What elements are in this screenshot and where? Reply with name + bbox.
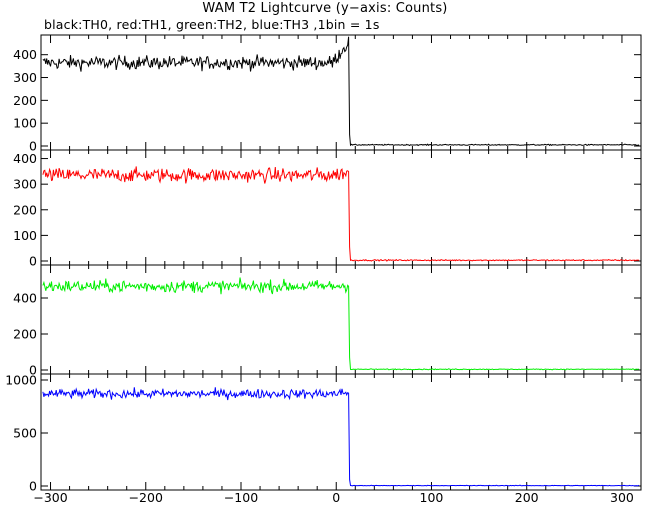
y-tick-label: 400 xyxy=(13,291,37,306)
y-tick-label: 0 xyxy=(29,363,37,378)
y-tick-label: 200 xyxy=(13,327,37,342)
y-tick-label: 1000 xyxy=(5,373,37,388)
x-tick-label: 300 xyxy=(610,490,634,505)
x-tick-label: 100 xyxy=(420,490,444,505)
panel-frame-TH2 xyxy=(40,264,642,375)
y-tick-label: 500 xyxy=(13,426,37,441)
x-tick-label: −300 xyxy=(33,490,67,505)
y-tick-label: 100 xyxy=(13,228,37,243)
y-tick-label: 400 xyxy=(13,151,37,166)
y-tick-label: 0 xyxy=(29,254,37,269)
y-tick-label: 400 xyxy=(13,47,37,62)
series-line-TH2 xyxy=(42,277,640,371)
y-tick-label: 300 xyxy=(13,70,37,85)
chart-title: WAM T2 Lightcurve (y−axis: Counts) xyxy=(202,1,448,16)
x-tick-label: −100 xyxy=(224,490,258,505)
x-tick-label: 0 xyxy=(332,490,340,505)
panel-frame-TH3 xyxy=(40,373,642,491)
y-tick-label: 0 xyxy=(29,479,37,494)
y-tick-label: 0 xyxy=(29,139,37,154)
series-line-TH3 xyxy=(42,387,640,487)
y-tick-label: 200 xyxy=(13,202,37,217)
y-tick-label: 200 xyxy=(13,93,37,108)
series-line-TH0 xyxy=(42,36,640,147)
x-tick-label: 200 xyxy=(515,490,539,505)
series-line-TH1 xyxy=(42,166,640,262)
y-tick-label: 100 xyxy=(13,116,37,131)
x-tick-label: −200 xyxy=(129,490,163,505)
y-tick-label: 300 xyxy=(13,177,37,192)
panel-frame-TH0 xyxy=(40,34,642,151)
chart-subtitle: black:TH0, red:TH1, green:TH2, blue:TH3 … xyxy=(44,17,380,32)
panel-frame-TH1 xyxy=(40,149,642,266)
